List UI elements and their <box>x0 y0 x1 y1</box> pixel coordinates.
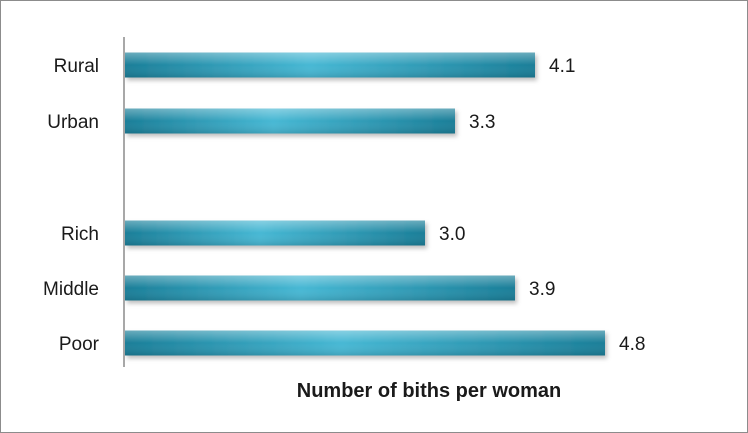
value-label-rich: 3.0 <box>439 224 465 245</box>
value-label-middle: 3.9 <box>529 279 555 300</box>
bar-shine-rural <box>125 52 535 78</box>
x-axis-title: Number of biths per woman <box>297 380 561 402</box>
value-label-rural: 4.1 <box>549 56 575 77</box>
bar-shine-middle <box>125 275 515 301</box>
category-label-urban: Urban <box>47 112 99 133</box>
value-label-urban: 3.3 <box>469 112 495 133</box>
category-label-poor: Poor <box>59 334 100 355</box>
category-label-middle: Middle <box>43 279 99 300</box>
bar-shine-poor <box>125 330 605 356</box>
bars-layer: Rural 4.1 Urban 3.3 Rich 3.0 Middle 3.9 Poor 4.8 <box>43 52 645 356</box>
category-label-rich: Rich <box>61 224 99 245</box>
bar-shine-rich <box>125 220 425 246</box>
category-label-rural: Rural <box>54 56 99 77</box>
value-label-poor: 4.8 <box>619 334 645 355</box>
bar-shine-urban <box>125 108 455 134</box>
